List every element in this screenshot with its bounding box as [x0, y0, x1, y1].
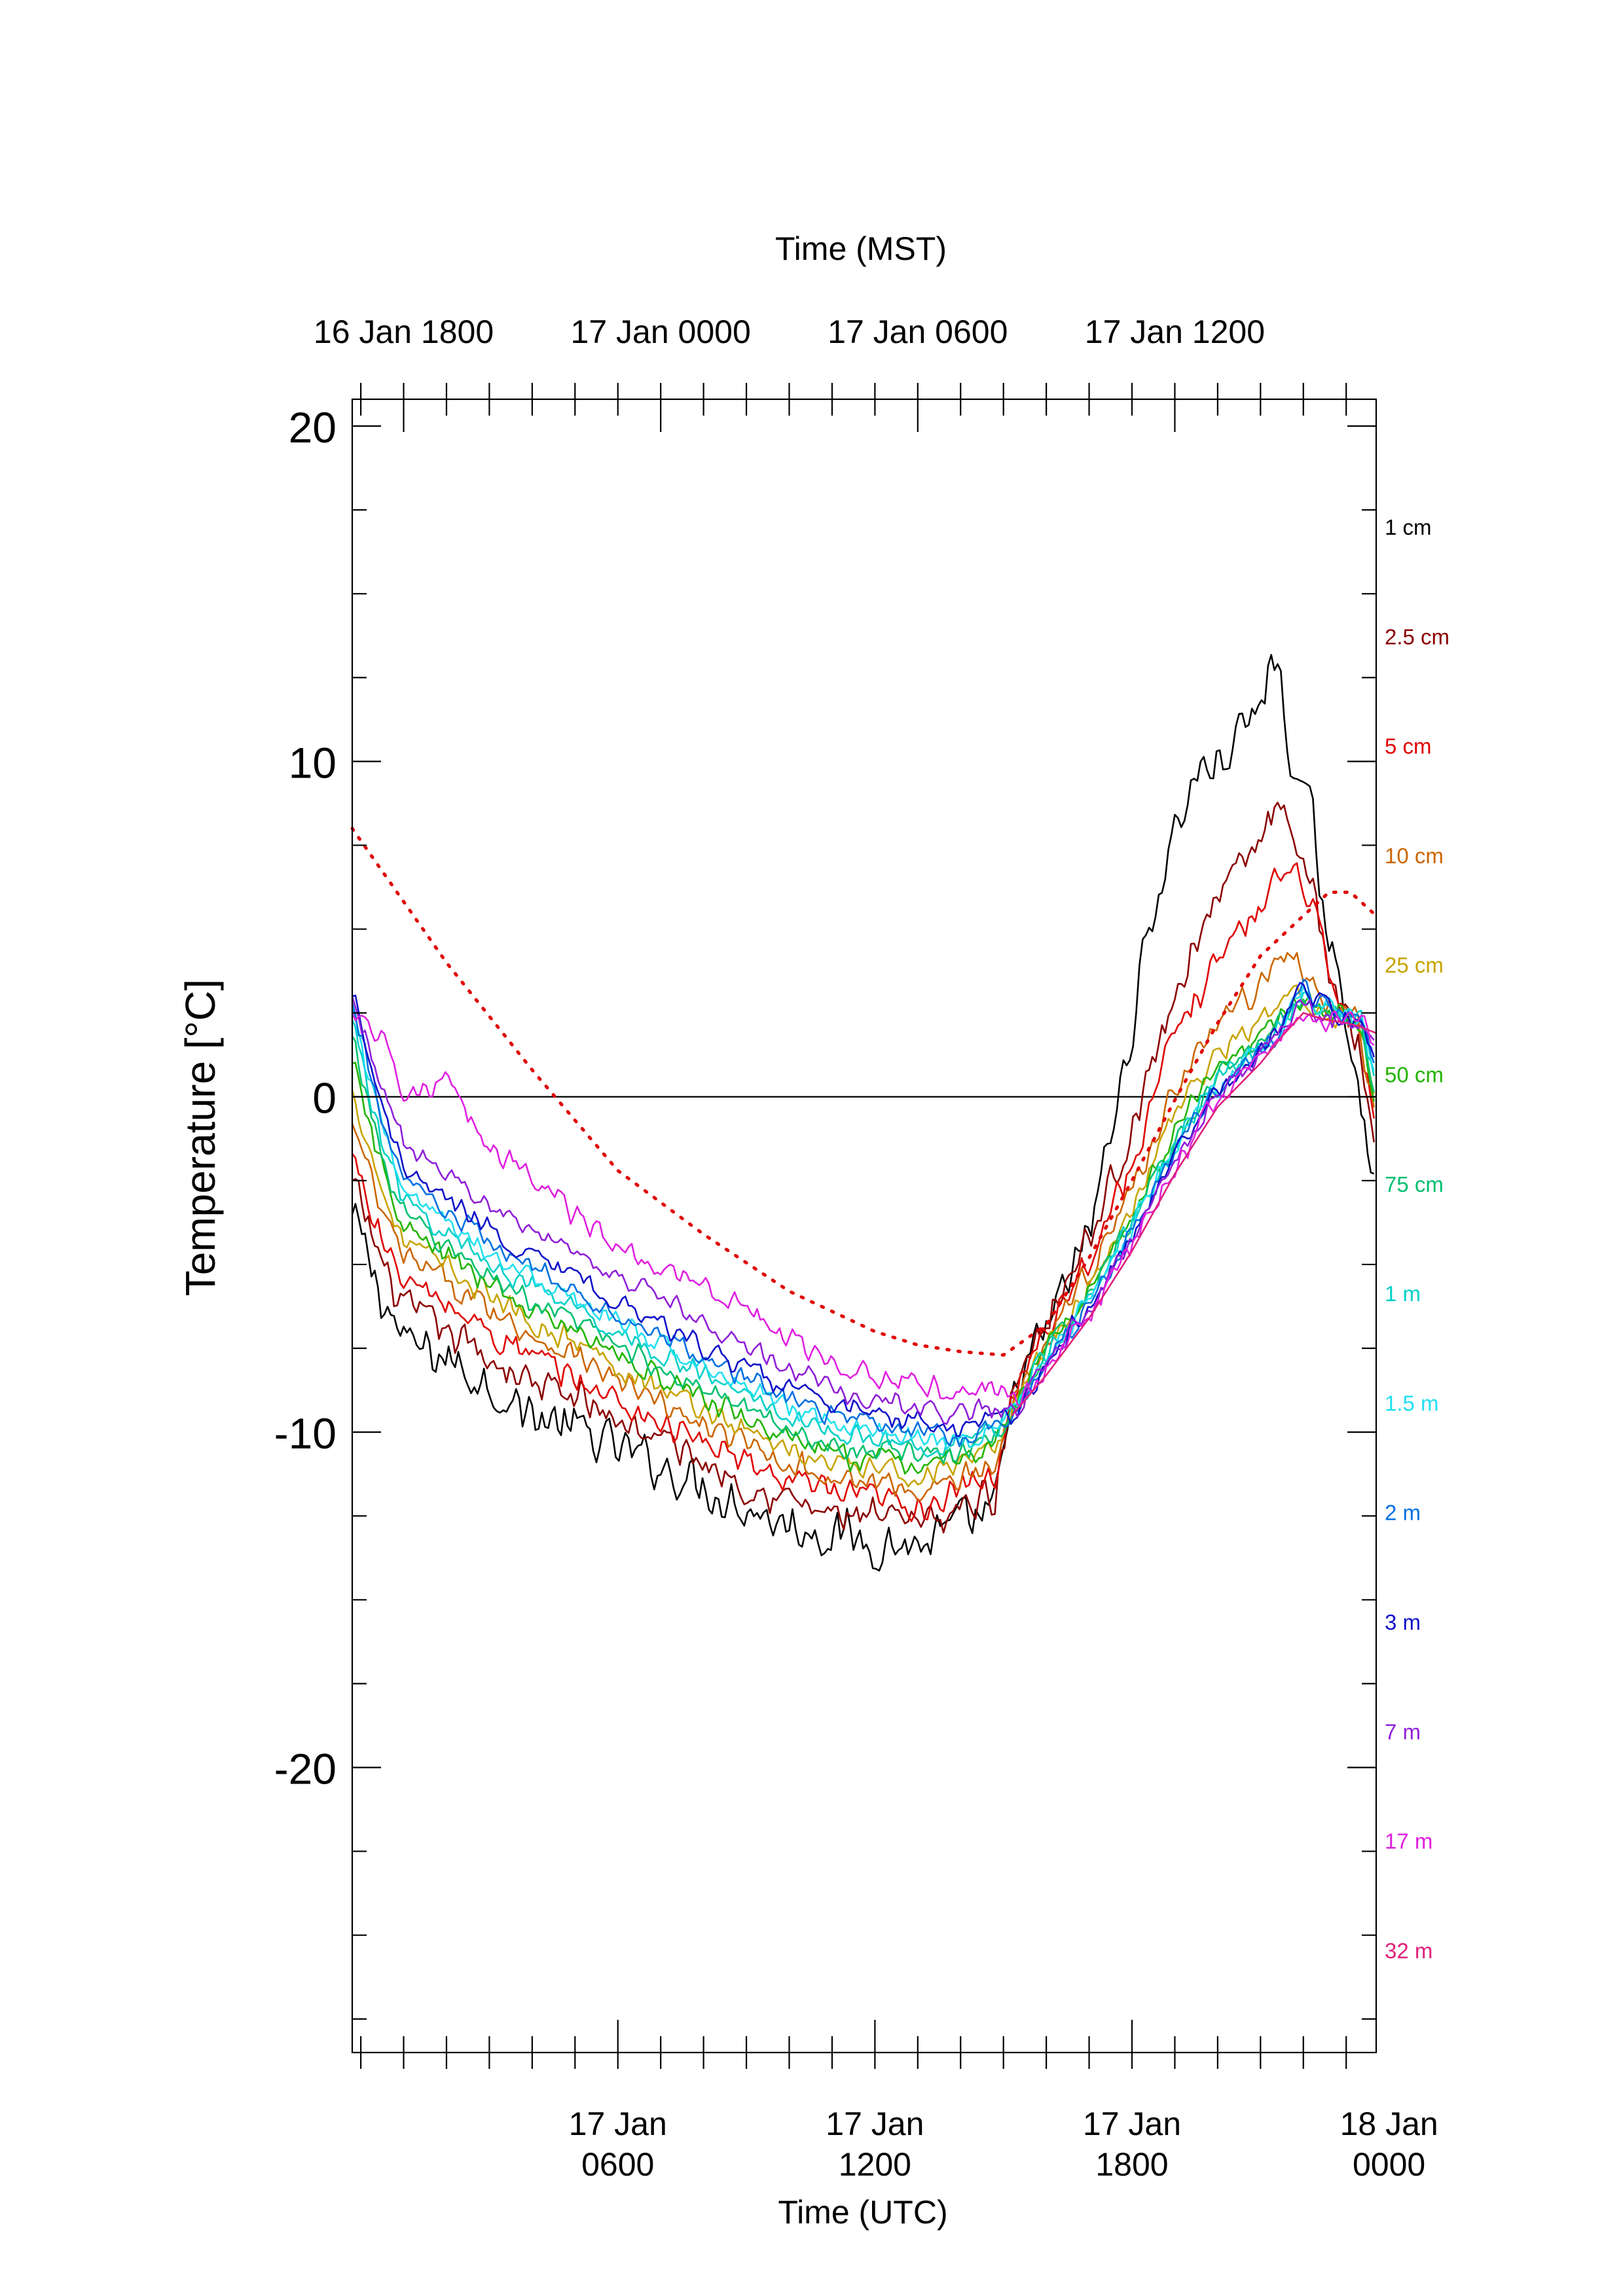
legend-label: 10 cm [1385, 844, 1444, 868]
series-line-2-5-cm [352, 801, 1375, 1534]
legend-label: 2 m [1385, 1501, 1421, 1525]
series-line-3-m [352, 982, 1375, 1437]
x-tick-label-bottom-time: 0000 [1353, 2146, 1425, 2183]
legend-label: 1 m [1385, 1282, 1421, 1306]
legend-label: 32 m [1385, 1939, 1432, 1963]
tick-labels: 20 10 0 -10 -20 17 Jan 0600 17 Jan 1200 17 Jan 180… [274, 314, 1438, 2183]
series-line-1-5-m [351, 985, 1375, 1450]
y-axis-title: Temperature [°C] [177, 979, 224, 1296]
series-line-17-m [351, 1011, 1375, 1407]
x-tick-label-top: 17 Jan 0000 [571, 314, 751, 350]
y-tick-label: 20 [289, 403, 337, 452]
y-tick-label: 10 [289, 738, 337, 787]
x-tick-label-bottom-date: 18 Jan [1340, 2106, 1438, 2142]
x-tick-label-bottom-date: 17 Jan [1083, 2106, 1181, 2142]
x-tick-label-bottom-time: 0600 [581, 2146, 654, 2183]
series-line-5-cm [351, 862, 1375, 1522]
series-line-7-m [351, 996, 1375, 1425]
legend-label: 75 cm [1385, 1172, 1444, 1196]
legend-label: 25 cm [1385, 953, 1444, 977]
x-tick-label-bottom-time: 1200 [839, 2146, 911, 2183]
legend-label: 1.5 m [1385, 1391, 1439, 1415]
series-line-50-cm [352, 992, 1375, 1475]
legend-label: 1 cm [1385, 515, 1432, 539]
y-tick-label: -20 [274, 1744, 337, 1793]
legend: 1 cm 2.5 cm 5 cm 10 cm 25 cm 50 cm 75 cm 1 m 1.5… [1385, 515, 1450, 1963]
x-tick-label-top: 17 Jan 0600 [828, 314, 1008, 350]
legend-label: 17 m [1385, 1829, 1432, 1854]
x-axis-title-top: Time (MST) [775, 230, 947, 267]
x-tick-label-bottom-date: 17 Jan [569, 2106, 667, 2142]
x-tick-label-bottom-date: 17 Jan [826, 2106, 924, 2142]
series-line-32-m [1011, 1012, 1377, 1416]
x-axis-title-bottom: Time (UTC) [778, 2194, 947, 2231]
legend-label: 50 cm [1385, 1063, 1444, 1087]
legend-label: 7 m [1385, 1719, 1421, 1744]
x-tick-label-top: 17 Jan 1200 [1085, 314, 1265, 350]
series-line-2-m [351, 978, 1375, 1448]
y-tick-label: 0 [312, 1074, 337, 1122]
plot-frame [351, 398, 1377, 2054]
legend-label: 5 cm [1385, 734, 1432, 759]
series-line-1-m [351, 991, 1375, 1458]
y-tick-label: -10 [274, 1409, 337, 1458]
axes [351, 383, 1377, 2069]
series-line-10-cm [351, 952, 1375, 1501]
legend-label: 2.5 cm [1385, 624, 1450, 649]
series-line-1-cm [351, 654, 1375, 1572]
series-group [350, 654, 1378, 1572]
x-tick-label-top: 16 Jan 1800 [314, 314, 494, 350]
x-tick-label-bottom-time: 1800 [1095, 2146, 1168, 2183]
series-line-25-cm [351, 984, 1375, 1488]
series-line-75-cm [351, 998, 1375, 1465]
legend-label: 3 m [1385, 1610, 1421, 1634]
